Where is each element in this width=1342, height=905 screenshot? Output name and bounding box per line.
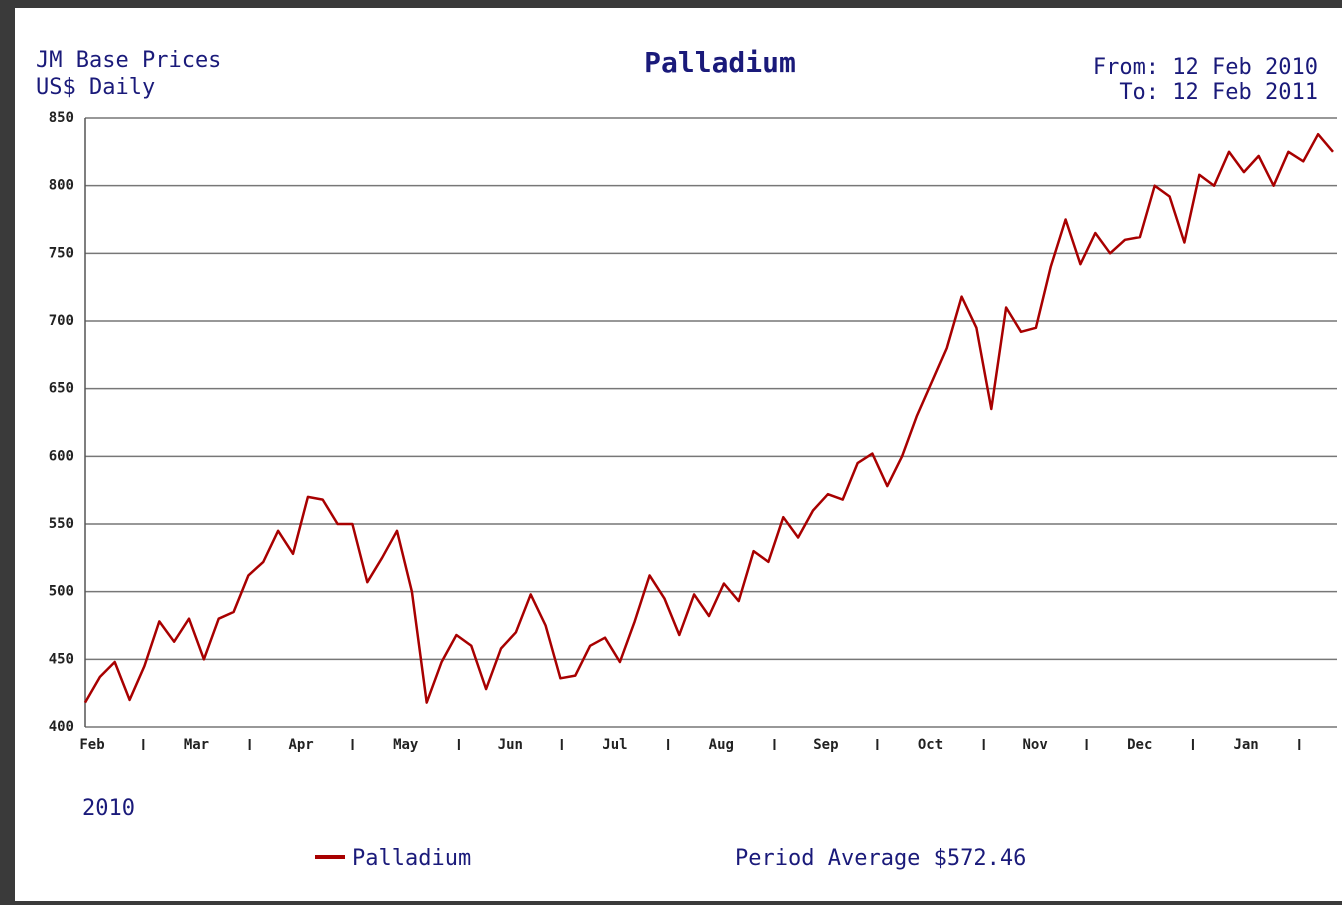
unit-note: US$ Daily [36,75,155,100]
x-tick-label: Feb [79,737,104,753]
from-date: From: 12 Feb 2010 [1093,55,1318,80]
x-tick-label: Dec [1127,737,1152,753]
y-tick-label: 600 [49,448,74,464]
x-tick-label: Jul [602,737,627,753]
price-line [83,132,1334,704]
x-tick-label: Aug [709,737,734,753]
x-tick-label: Oct [918,737,943,753]
y-tick-label: 850 [49,110,74,126]
chart-title: Palladium [644,46,796,79]
chart-background [15,8,1342,901]
y-tick-label: 700 [49,313,74,329]
y-tick-label: 550 [49,516,74,532]
x-tick-label: Jun [498,737,523,753]
y-tick-label: 750 [49,245,74,261]
y-tick-label: 400 [49,719,74,735]
year-label: 2010 [82,796,135,821]
y-tick-label: 650 [49,381,74,397]
x-tick-label: May [393,737,419,753]
y-tick-label: 800 [49,178,74,194]
y-tick-label: 450 [49,651,74,667]
period-average: Period Average $572.46 [735,846,1026,871]
y-tick-label: 500 [49,584,74,600]
legend-label: Palladium [352,846,471,871]
source: JM Base Prices [36,48,221,73]
x-tick-label: Nov [1022,737,1047,753]
x-tick-label: Mar [184,737,209,753]
x-tick-label: Apr [288,737,313,753]
x-tick-label: Jan [1233,737,1258,753]
to-date: To: 12 Feb 2011 [1119,80,1318,105]
x-tick-label: Sep [813,737,838,753]
